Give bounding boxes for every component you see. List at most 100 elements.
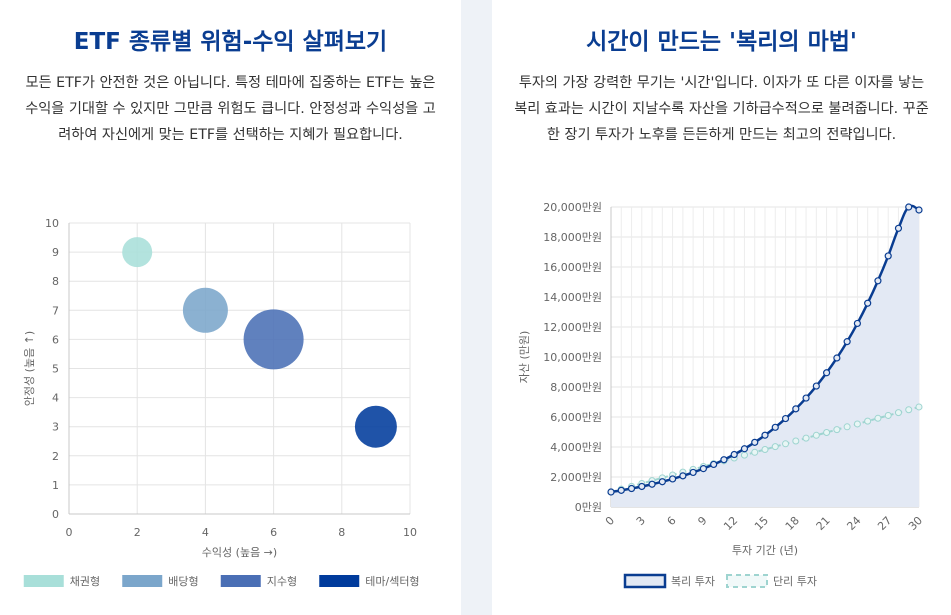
bubble-legend-label: 배당형 bbox=[168, 575, 198, 588]
bubble-chart: 0 1 2 3 4 5 6 7 8 9 10 0 2 4 6 8 10 수익성 (높음 →) 안정성 (높음 ↑) 채… bbox=[23, 217, 420, 588]
compound-interest-point bbox=[905, 203, 913, 211]
area-y-tick-label: 2,000만원 bbox=[550, 471, 602, 484]
compound-interest-point bbox=[812, 382, 820, 390]
simple-interest-point bbox=[853, 420, 861, 428]
area-x-tick-label: 18 bbox=[783, 514, 802, 533]
bubble-legend-swatch bbox=[220, 575, 261, 587]
area-y-tick-label: 10,000만원 bbox=[543, 351, 602, 364]
simple-interest-point bbox=[905, 406, 913, 414]
compound-interest-point bbox=[802, 394, 810, 402]
compound-description: 투자의 가장 강력한 무기는 '시간'입니다. 이자가 또 다른 이자를 낳는 … bbox=[514, 75, 929, 143]
compound-interest-point bbox=[689, 468, 697, 477]
compound-interest-point bbox=[771, 423, 779, 431]
bubble-legend-label: 지수형 bbox=[267, 575, 297, 588]
bubble-x-tick-label: 2 bbox=[134, 526, 141, 539]
compound-interest-point bbox=[679, 472, 687, 480]
compound-interest-point bbox=[658, 478, 666, 486]
compound-interest-point bbox=[669, 475, 677, 483]
area-y-tick-label: 12,000만원 bbox=[543, 321, 602, 334]
simple-interest-point bbox=[761, 445, 769, 453]
bubble-y-tick-label: 5 bbox=[52, 363, 59, 376]
compound-interest-point bbox=[720, 456, 728, 464]
compound-interest-point bbox=[792, 405, 800, 413]
bubble-x-axis-label: 수익성 (높음 →) bbox=[202, 546, 277, 559]
compound-area-fill bbox=[611, 205, 919, 507]
bubble-y-tick-label: 1 bbox=[52, 479, 59, 492]
simple-interest-point bbox=[740, 451, 748, 459]
area-y-tick-label: 0만원 bbox=[575, 501, 602, 514]
simple-interest-point bbox=[894, 409, 902, 417]
area-y-tick-label: 14,000만원 bbox=[543, 291, 602, 304]
compound-interest-point bbox=[781, 414, 790, 423]
area-x-tick-label: 0 bbox=[603, 514, 617, 528]
bubble-y-tick-label: 2 bbox=[52, 450, 59, 463]
simple-interest-point bbox=[782, 440, 790, 448]
bubble-legend-label: 채권형 bbox=[70, 575, 100, 588]
area-x-tick-label: 9 bbox=[695, 514, 709, 528]
compound-interest-point bbox=[627, 484, 636, 493]
area-legend-swatch bbox=[726, 574, 768, 588]
compound-interest-point bbox=[894, 224, 903, 232]
bubble-point bbox=[243, 309, 304, 370]
simple-interest-point bbox=[884, 411, 892, 419]
bubble-y-tick-label: 9 bbox=[52, 246, 59, 259]
area-x-tick-label: 3 bbox=[634, 514, 648, 528]
compound-interest-point bbox=[915, 206, 923, 214]
bubble-x-tick-label: 0 bbox=[66, 526, 73, 539]
simple-interest-point bbox=[823, 428, 831, 436]
compound-interest-point bbox=[638, 482, 646, 491]
compound-interest-point bbox=[710, 460, 718, 469]
bubble-y-tick-label: 10 bbox=[45, 217, 59, 230]
simple-interest-point bbox=[751, 448, 759, 456]
area-y-tick-label: 6,000만원 bbox=[550, 411, 602, 424]
simple-interest-point bbox=[812, 431, 820, 439]
simple-interest-point bbox=[874, 414, 882, 422]
area-y-axis-label: 자산 (만원) bbox=[518, 331, 531, 384]
compound-interest-point bbox=[853, 319, 861, 328]
compound-interest-point bbox=[843, 338, 851, 346]
area-legend-label: 단리 투자 bbox=[773, 575, 817, 588]
bubble-y-tick-label: 7 bbox=[52, 304, 59, 317]
compound-interest-point bbox=[730, 450, 738, 459]
bubble-y-tick-label: 6 bbox=[52, 333, 59, 346]
bubble-y-axis-label: 안정성 (높음 ↑) bbox=[23, 331, 36, 406]
compound-interest-point bbox=[699, 465, 707, 473]
bubble-point bbox=[354, 405, 397, 448]
compound-interest-point bbox=[874, 277, 882, 285]
bubble-y-tick-label: 0 bbox=[52, 508, 59, 521]
compound-interest-point bbox=[884, 252, 892, 260]
compound-interest-point bbox=[740, 445, 749, 453]
bubble-y-tick-label: 4 bbox=[52, 392, 59, 405]
compound-interest-point bbox=[833, 354, 841, 362]
bubble-legend-label: 테마/섹터형 bbox=[365, 575, 419, 588]
bubble-legend-swatch bbox=[122, 575, 163, 587]
area-legend-swatch bbox=[623, 573, 667, 589]
compound-interest-point bbox=[617, 486, 625, 494]
area-y-tick-label: 16,000만원 bbox=[543, 261, 602, 274]
area-x-tick-label: 27 bbox=[875, 514, 894, 533]
bubble-x-tick-label: 6 bbox=[270, 526, 277, 539]
risk-return-title: ETF 종류별 위험-수익 살펴보기 bbox=[73, 29, 388, 55]
bubble-x-tick-label: 4 bbox=[202, 526, 209, 539]
compound-interest-point bbox=[823, 369, 831, 377]
area-x-tick-label: 12 bbox=[721, 514, 740, 533]
compound-chart: 0만원 2,000만원 4,000만원 6,000만원 8,000만원 10,000만원 1… bbox=[518, 201, 925, 589]
simple-interest-point bbox=[802, 434, 810, 442]
area-x-axis-label: 투자 기간 (년) bbox=[732, 544, 798, 557]
bubble-point bbox=[182, 287, 228, 333]
area-y-tick-label: 8,000만원 bbox=[550, 381, 602, 394]
compound-interest-point bbox=[607, 488, 615, 496]
risk-return-description: 모든 ETF가 안전한 것은 아닙니다. 특정 테마에 집중하는 ETF는 높은… bbox=[25, 75, 436, 143]
bubble-y-tick-label: 3 bbox=[52, 421, 59, 434]
area-x-tick-label: 24 bbox=[844, 514, 863, 533]
simple-interest-point bbox=[864, 417, 872, 425]
area-x-tick-label: 21 bbox=[814, 514, 833, 533]
bubble-legend-swatch bbox=[319, 575, 360, 587]
compound-interest-point bbox=[761, 431, 769, 439]
area-y-tick-label: 4,000만원 bbox=[550, 441, 602, 454]
area-x-tick-label: 30 bbox=[906, 514, 925, 533]
simple-interest-point bbox=[915, 403, 923, 411]
compound-interest-point bbox=[751, 438, 759, 446]
bubble-x-tick-label: 8 bbox=[338, 526, 345, 539]
bubble-point bbox=[122, 237, 153, 268]
